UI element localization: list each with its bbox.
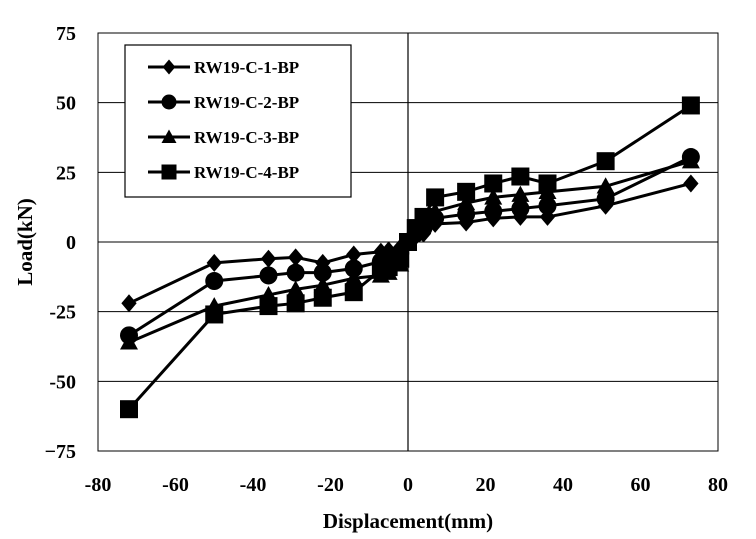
triangle-marker xyxy=(511,185,530,202)
circle-marker xyxy=(259,266,278,285)
square-marker xyxy=(511,167,530,186)
diamond-marker xyxy=(162,59,176,75)
diamond-marker xyxy=(206,253,222,272)
square-marker xyxy=(120,400,138,419)
square-marker xyxy=(161,164,177,180)
tick-labels: -80 -60 -40 -20 0 20 40 60 80 −75 -50 -25 0 25 50 75 xyxy=(45,23,728,496)
circle-marker xyxy=(313,263,332,282)
triangle-marker xyxy=(457,193,476,211)
x-axis-label: Displacement(mm) xyxy=(323,509,493,533)
x-tick-label: -80 xyxy=(85,474,112,496)
y-tick-label: -25 xyxy=(49,302,76,324)
y-tick-label: 50 xyxy=(56,93,76,115)
legend-item: RW19-C-1-BP xyxy=(148,58,299,77)
triangle-marker xyxy=(286,280,305,297)
triangle-marker xyxy=(681,152,700,169)
y-tick-label: −75 xyxy=(45,441,76,463)
triangle-marker xyxy=(313,276,332,293)
square-marker xyxy=(259,297,278,316)
series-layer xyxy=(120,96,700,419)
diamond-marker xyxy=(121,294,137,313)
circle-marker xyxy=(344,259,363,278)
square-marker xyxy=(681,96,700,115)
square-marker xyxy=(286,294,305,313)
square-marker xyxy=(484,174,503,193)
x-tick-label: -40 xyxy=(240,474,267,496)
y-tick-label: 0 xyxy=(66,232,76,254)
legend-label: RW19-C-2-BP xyxy=(194,93,299,112)
y-tick-label: 25 xyxy=(56,162,76,184)
square-marker xyxy=(391,249,410,268)
triangle-marker xyxy=(344,269,363,286)
square-marker xyxy=(313,288,332,307)
diamond-marker xyxy=(683,174,699,193)
triangle-marker xyxy=(484,188,503,205)
legend-item: RW19-C-3-BP xyxy=(148,128,299,147)
legend-label: RW19-C-3-BP xyxy=(194,128,299,147)
square-marker xyxy=(414,207,433,226)
diamond-marker xyxy=(260,249,277,268)
diamond-marker xyxy=(346,245,362,264)
triangle-marker xyxy=(161,129,177,143)
circle-marker xyxy=(538,196,557,215)
square-marker xyxy=(399,233,417,251)
x-tick-label: 20 xyxy=(476,474,496,496)
triangle-marker xyxy=(596,177,615,194)
y-tick-label: 75 xyxy=(56,23,76,45)
square-marker xyxy=(596,152,615,171)
x-tick-label: 40 xyxy=(553,474,573,496)
legend-item: RW19-C-2-BP xyxy=(148,93,299,112)
x-tick-label: -60 xyxy=(162,474,189,496)
y-axis-label: Load(kN) xyxy=(13,198,37,286)
triangle-marker xyxy=(120,333,138,350)
diamond-marker xyxy=(373,242,389,261)
x-tick-label: 0 xyxy=(403,474,413,496)
x-tick-label: 80 xyxy=(708,474,728,496)
square-marker xyxy=(344,283,363,302)
diamond-marker xyxy=(315,253,331,272)
square-marker xyxy=(205,305,224,324)
legend: RW19-C-1-BP RW19-C-2-BP RW19-C-3-BP RW19-C-… xyxy=(124,44,352,198)
circle-marker xyxy=(286,263,305,282)
x-tick-label: 60 xyxy=(631,474,651,496)
circle-marker xyxy=(596,189,615,208)
diamond-marker xyxy=(287,248,304,267)
circle-marker xyxy=(484,202,503,221)
square-marker xyxy=(457,182,476,201)
y-tick-label: -50 xyxy=(49,371,76,393)
legend-item: RW19-C-4-BP xyxy=(148,163,299,182)
x-tick-label: -20 xyxy=(317,474,344,496)
series-rw19-c-4-bp xyxy=(120,96,700,419)
square-marker xyxy=(426,188,445,207)
legend-label: RW19-C-4-BP xyxy=(194,163,299,182)
circle-marker xyxy=(161,94,177,110)
circle-marker xyxy=(511,199,530,218)
circle-marker xyxy=(205,272,224,291)
legend-label: RW19-C-1-BP xyxy=(194,58,299,77)
square-marker xyxy=(538,174,557,193)
